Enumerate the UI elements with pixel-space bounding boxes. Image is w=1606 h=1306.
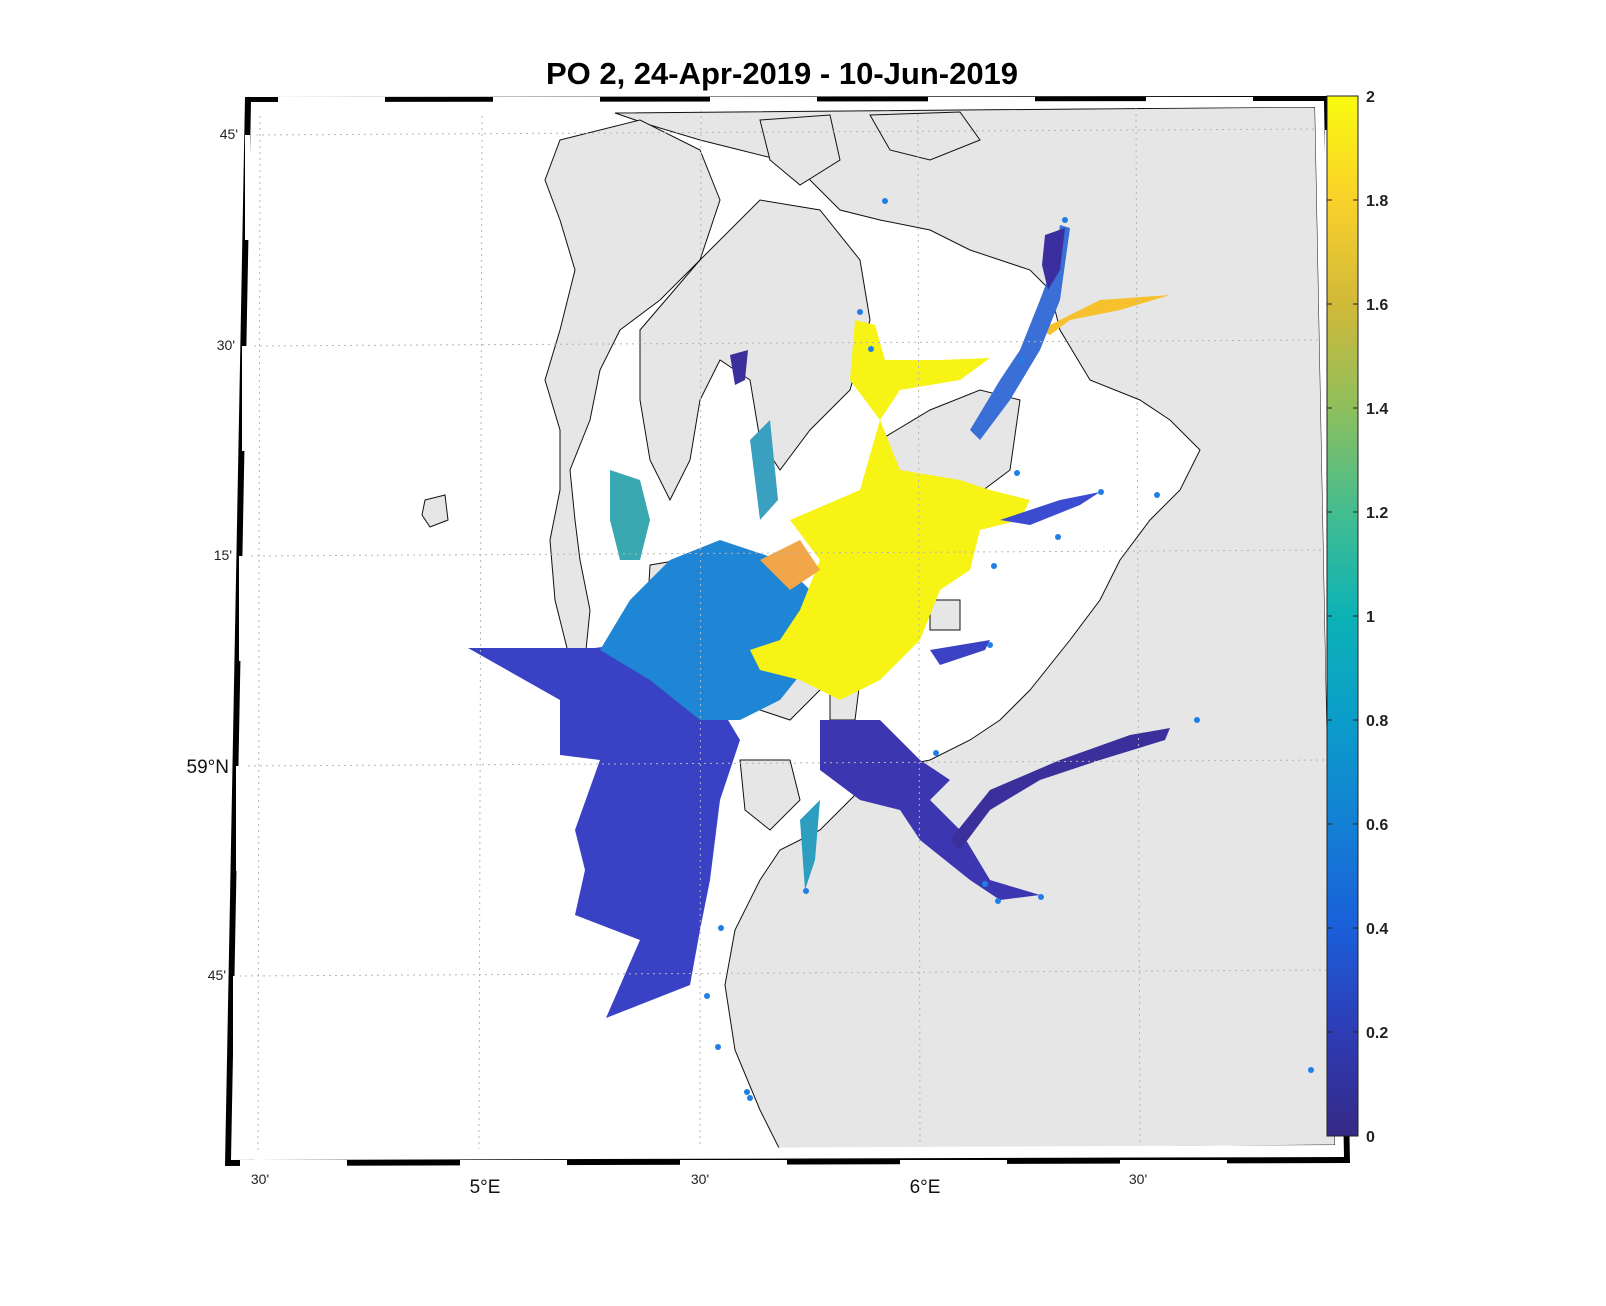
region-central-basin	[600, 540, 820, 720]
station-dot	[933, 750, 939, 756]
station-dot	[1055, 534, 1061, 540]
lat-tick-label: 59°N	[187, 757, 229, 778]
region-north-tip-fjord	[1042, 228, 1065, 290]
lon-tick-label: 30'	[251, 1171, 269, 1187]
region-inner-fjords-north	[750, 320, 1030, 700]
station-dot	[995, 898, 1001, 904]
colorbar: 0 0.2 0.4 0.6 0.8 1 1.2 1.4 1.6 1.8 2	[1326, 89, 1388, 1146]
colorbar-tick-label: 0	[1366, 1129, 1375, 1146]
region-small-east-fjord	[930, 640, 990, 665]
map-title: PO 2, 24-Apr-2019 - 10-Jun-2019	[546, 56, 1018, 91]
station-dot	[1154, 492, 1160, 498]
station-dot	[744, 1089, 750, 1095]
colorbar-tick-label: 1	[1366, 609, 1375, 626]
lat-tick-label: 45'	[208, 967, 226, 983]
region-south-channel	[800, 800, 820, 890]
region-east-fjord	[1000, 492, 1100, 525]
station-dot	[991, 563, 997, 569]
lat-tick-label: 15'	[214, 547, 232, 563]
station-dot	[882, 198, 888, 204]
station-dot	[718, 925, 724, 931]
colorbar-tick-label: 0.8	[1366, 713, 1388, 730]
station-dot	[1019, 357, 1025, 363]
station-dot	[1038, 894, 1044, 900]
lon-tick-label: 5°E	[470, 1177, 501, 1198]
region-far-southeast-fjord	[950, 728, 1170, 850]
colorbar-tick-label: 0.4	[1366, 921, 1388, 938]
lon-tick-label: 30'	[691, 1171, 709, 1187]
station-dot	[868, 346, 874, 352]
region-orange-patch	[760, 540, 820, 590]
station-dot	[747, 1095, 753, 1101]
station-markers	[704, 198, 1314, 1101]
station-dot	[982, 881, 988, 887]
colorbar-tick-label: 1.4	[1366, 401, 1388, 418]
station-dot	[1194, 717, 1200, 723]
graticule	[238, 107, 1333, 1150]
lat-tick-labels: 45' 30' 15' 59°N 45'	[187, 126, 238, 983]
station-dot	[803, 888, 809, 894]
station-dot	[1014, 470, 1020, 476]
station-dot	[1062, 217, 1068, 223]
region-outer-shelf	[468, 640, 740, 1018]
lat-tick-label: 30'	[217, 337, 235, 353]
region-north-inlet	[730, 350, 748, 385]
lon-tick-label: 6°E	[910, 1177, 941, 1198]
colorbar-gradient	[1326, 95, 1359, 1137]
station-dot	[1098, 489, 1104, 495]
region-west-inlet	[610, 470, 650, 560]
region-upper-fjord-arm	[1040, 295, 1170, 335]
colorbar-tick-label: 0.2	[1366, 1025, 1388, 1042]
colorbar-tick-label: 2	[1366, 89, 1375, 106]
region-southeast-fjord	[820, 720, 1040, 900]
lon-tick-labels: 30' 5°E 30' 6°E 30'	[251, 1171, 1147, 1198]
station-dot	[857, 309, 863, 315]
station-dot	[715, 1044, 721, 1050]
station-dot	[1308, 1067, 1314, 1073]
colorbar-ticks: 0 0.2 0.4 0.6 0.8 1 1.2 1.4 1.6 1.8 2	[1327, 89, 1388, 1146]
colorbar-tick-label: 0.6	[1366, 817, 1388, 834]
lat-tick-label: 45'	[220, 126, 238, 142]
lon-tick-label: 30'	[1129, 1171, 1147, 1187]
station-dot	[704, 993, 710, 999]
colorbar-tick-label: 1.6	[1366, 297, 1388, 314]
region-inlet-teal	[750, 420, 778, 520]
map-area	[236, 107, 1335, 1150]
data-field	[468, 225, 1170, 1018]
station-dot	[987, 642, 993, 648]
colorbar-tick-label: 1.2	[1366, 505, 1388, 522]
colorbar-tick-label: 1.8	[1366, 193, 1388, 210]
